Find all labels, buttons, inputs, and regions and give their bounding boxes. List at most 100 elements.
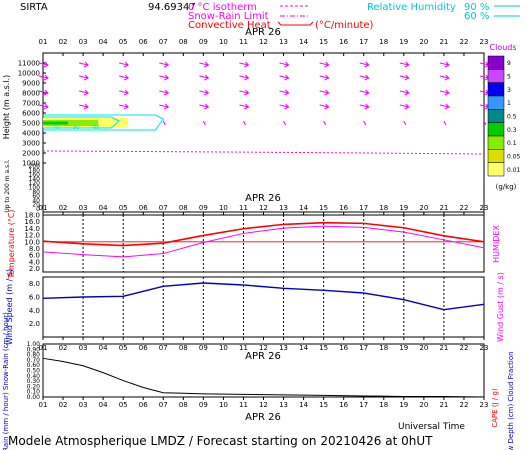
hour-tick-label-bottom: 12 — [259, 401, 268, 409]
hour-tick-label-temp: 09 — [199, 204, 208, 212]
cloud-layer-peak — [43, 121, 69, 125]
wind-arrow — [159, 103, 170, 110]
temperature-tick-label: 14.0 — [24, 225, 40, 233]
precip-axis-title: Rain (mm / hour) Snow-Rain (cm / hour) — [2, 312, 10, 450]
colorbar-level-label: 1 — [507, 100, 511, 107]
lowlevel-tick-label: 140 — [29, 176, 41, 183]
temperature-tick-label: 10.0 — [24, 238, 40, 246]
hour-tick-label-bottom: 16 — [339, 401, 348, 409]
wind-arrow — [239, 74, 250, 81]
hour-tick-label-top: 19 — [399, 38, 408, 46]
precip-tick-label: 0.40 — [27, 373, 41, 380]
wind-arrow — [279, 103, 290, 110]
wind-tick-label: 8.0 — [29, 280, 40, 288]
wind-arrow — [78, 61, 89, 68]
height-tick-label: 1000 — [22, 160, 40, 168]
colorbar-segment — [487, 135, 505, 150]
hour-tick-label-bottom: 02 — [59, 401, 68, 409]
hour-tick-label-bottom: 21 — [439, 401, 448, 409]
temperature-tick-label: 4.0 — [29, 258, 40, 266]
colorbar-segment — [487, 55, 505, 70]
wind-arrow — [38, 103, 49, 110]
temperature-tick-label: 2.0 — [29, 265, 40, 273]
wind-arrow — [319, 61, 330, 68]
hour-tick-label-top: 03 — [79, 38, 88, 46]
hour-tick-label-wind: 14 — [299, 344, 308, 352]
temperature-tick-label: 12.0 — [24, 232, 40, 240]
wind-arrow — [439, 61, 450, 68]
snow-depth-axis-title: Snow Depth (cm) Cloud Fraction — [507, 351, 515, 450]
temperature-panel-frame — [42, 214, 485, 273]
legend-rh-90: 90 % — [464, 2, 489, 13]
wind-arrow-small — [283, 120, 286, 126]
height-tick-label: 9000 — [22, 80, 40, 88]
wind-arrow — [78, 103, 89, 110]
hour-tick-label-temp: 18 — [379, 204, 388, 212]
wind-arrow-small — [483, 120, 487, 126]
colorbar-level-label: 0.01 — [507, 167, 521, 174]
hour-tick-label-temp: 08 — [179, 204, 188, 212]
height-tick-label: 10000 — [18, 70, 40, 78]
hour-tick-label-wind: 05 — [119, 344, 128, 352]
universal-time-label: Universal Time — [398, 422, 465, 432]
hour-tick-label-top: 23 — [480, 38, 489, 46]
lowlevel-tick-label: 0 — [36, 206, 40, 213]
wind-arrow — [199, 74, 210, 81]
rh-contour-label: 60 — [93, 125, 99, 131]
wind-arrow-small — [202, 120, 206, 126]
isotherm-line — [42, 150, 485, 155]
colorbar-segment — [487, 162, 505, 177]
humidex-line — [42, 225, 485, 258]
precip-tick-label: 1.00 — [27, 341, 41, 348]
wind-gust-axis-title: Wind Gust (m / s) — [496, 272, 505, 342]
legend-convective: Convective Heat — [188, 20, 271, 31]
cloud-layer-core — [43, 120, 99, 126]
wind-arrow — [359, 89, 370, 96]
hour-tick-label-wind: 22 — [459, 344, 468, 352]
cape-axis-title: CAPE (J / g) — [491, 388, 499, 428]
wind-arrow — [159, 74, 170, 81]
wind-speed-axis-title: Wind Speed (m / s) — [5, 269, 14, 345]
wind-arrow — [78, 74, 89, 81]
hour-tick-label-bottom: 05 — [119, 401, 128, 409]
wind-arrow — [399, 61, 410, 68]
wind-arrow — [38, 74, 49, 81]
precip-tick-label: 0.10 — [27, 389, 41, 396]
precip-tick-label: 0.70 — [27, 357, 41, 364]
colorbar-level-label: 0.05 — [507, 154, 521, 161]
hour-tick-label-top: 15 — [319, 38, 328, 46]
hour-tick-label-wind: 16 — [339, 344, 348, 352]
hour-tick-label-top: 12 — [259, 38, 268, 46]
wind-arrow — [199, 103, 210, 110]
hour-tick-label-wind: 04 — [99, 344, 108, 352]
hour-tick-label-bottom: 09 — [199, 401, 208, 409]
wind-tick-label: 4.0 — [29, 307, 40, 315]
height-tick-label: 5000 — [22, 120, 40, 128]
hour-tick-label-top: 18 — [379, 38, 388, 46]
station-value: 94.69347 — [148, 2, 196, 13]
precip-tick-label: 0.50 — [27, 368, 41, 375]
hour-tick-label-top: 21 — [439, 38, 448, 46]
wind-arrow-small — [243, 120, 246, 126]
hour-tick-label-temp: 15 — [319, 204, 328, 212]
hour-tick-label-wind: 10 — [219, 344, 228, 352]
hour-tick-label-bottom: 03 — [79, 401, 88, 409]
hour-tick-label-wind: 02 — [59, 344, 68, 352]
lowlevel-axis-title: Up to 200 m a.s.l. — [4, 159, 11, 212]
hour-tick-label-temp: 06 — [139, 204, 148, 212]
height-tick-label: 7000 — [22, 100, 40, 108]
colorbar-segment — [487, 122, 505, 137]
wind-arrow — [38, 89, 49, 96]
wind-arrow — [359, 74, 370, 81]
wind-arrow — [279, 89, 290, 96]
forecast-caption: Modele Atmospherique LMDZ / Forecast sta… — [8, 434, 433, 448]
lowlevel-tick-label: 200 — [29, 163, 41, 170]
height-tick-label: 11000 — [18, 60, 40, 68]
hour-tick-label-bottom: 19 — [399, 401, 408, 409]
hour-tick-label-bottom: 06 — [139, 401, 148, 409]
date-label-temp: APR 26 — [245, 193, 281, 204]
wind-arrow — [439, 89, 450, 96]
hour-tick-label-top: 08 — [179, 38, 188, 46]
cloud-fraction-line — [42, 357, 485, 398]
